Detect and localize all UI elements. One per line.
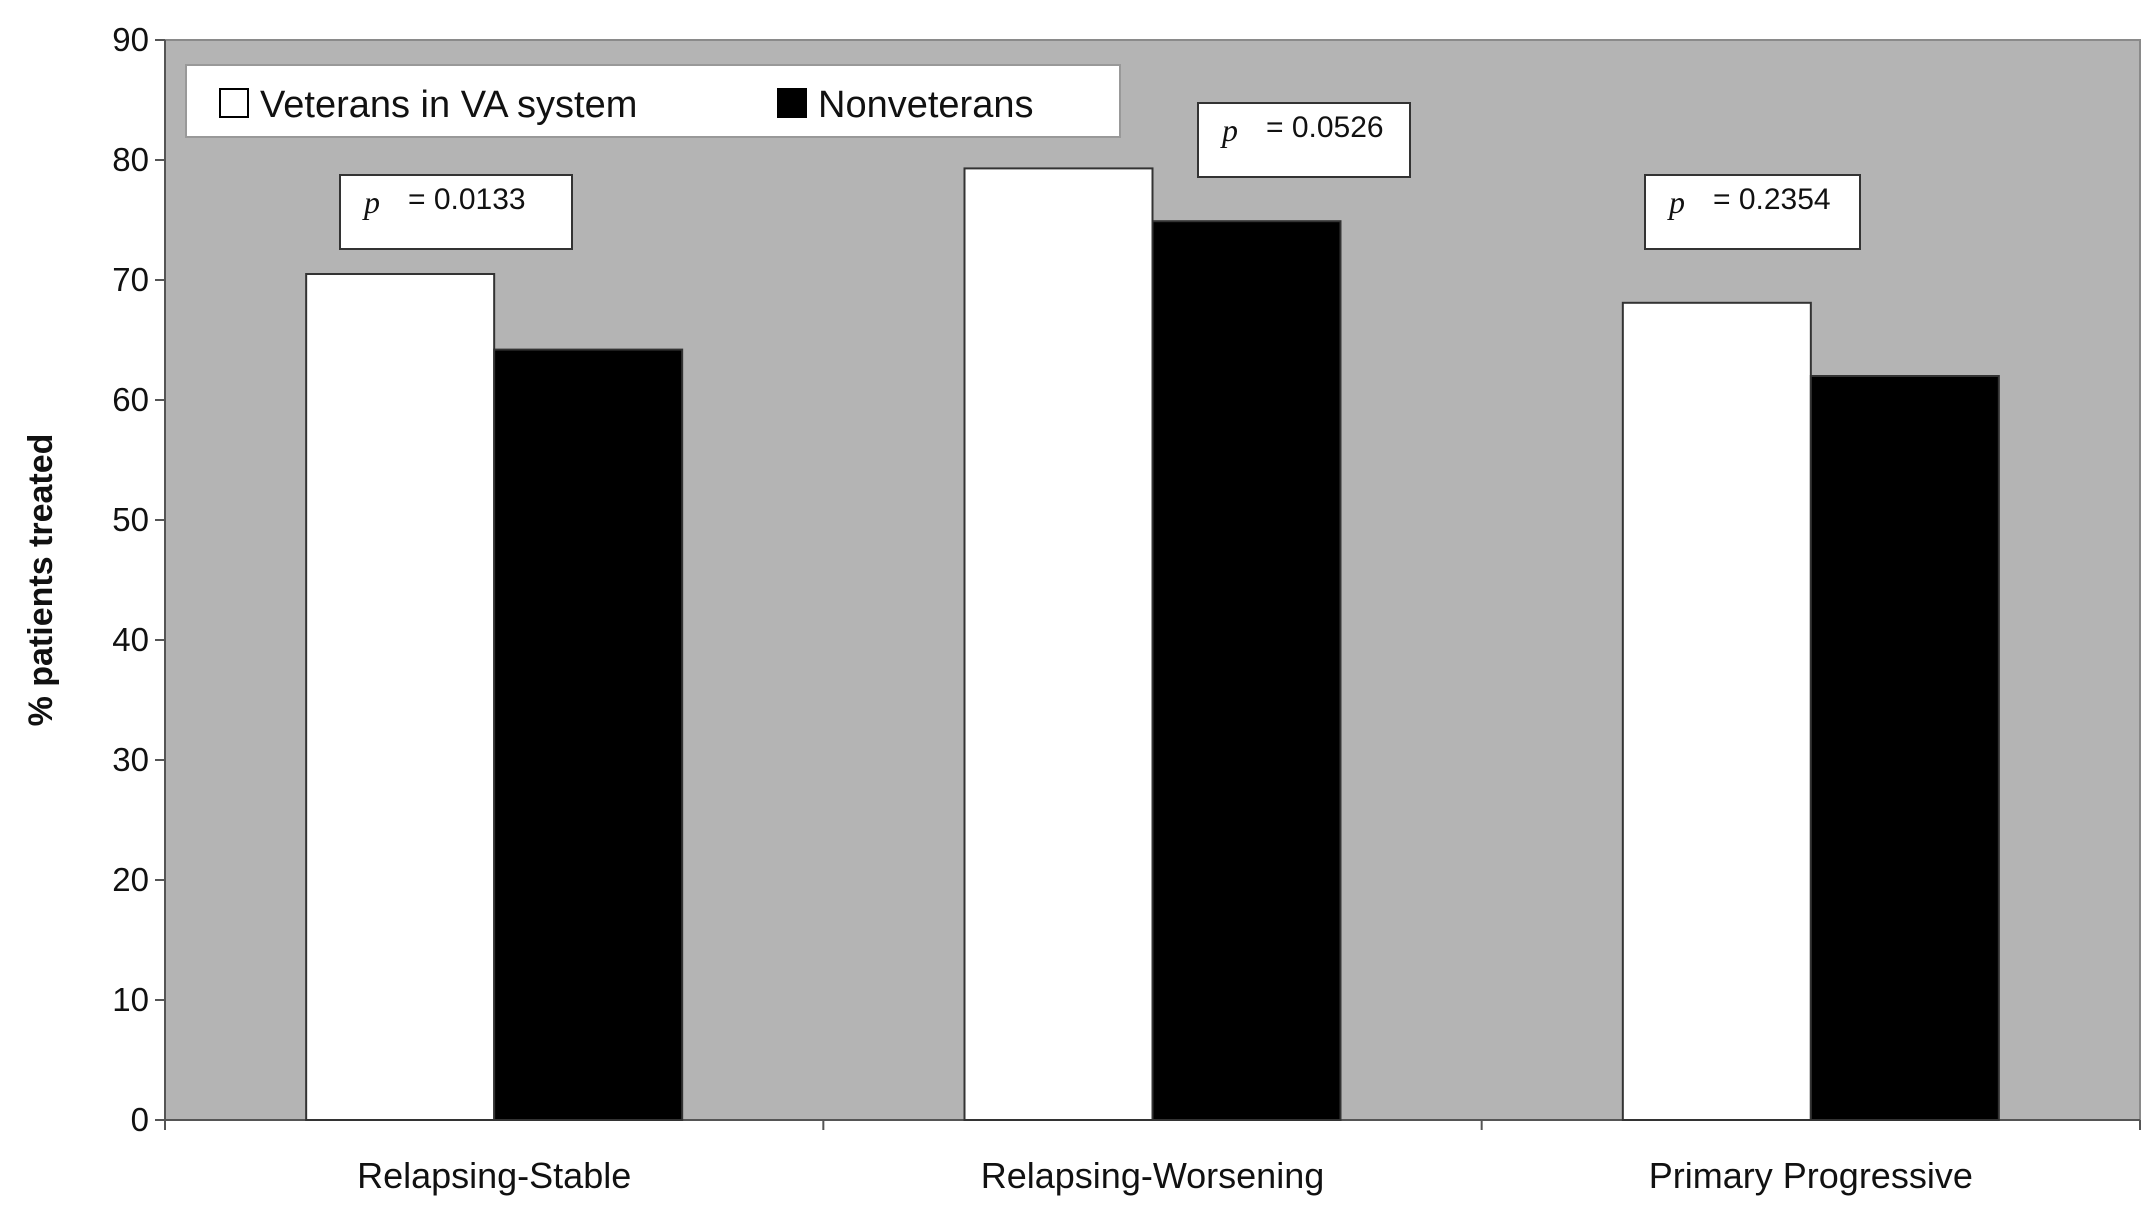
bar-nonveterans — [1809, 375, 2000, 1121]
y-tick-label: 30 — [112, 741, 149, 778]
p-value-label: = 0.0133 — [408, 183, 526, 216]
p-value-box-frame — [339, 174, 573, 250]
p-value-box: p = 0.0526 — [1197, 102, 1411, 178]
y-tick-label: 10 — [112, 981, 149, 1018]
bar-veterans — [305, 273, 496, 1121]
x-category-label: Relapsing-Stable — [357, 1155, 631, 1196]
p-value-label: = 0.2354 — [1713, 183, 1831, 216]
y-tick-label: 90 — [112, 21, 149, 58]
y-tick-label: 80 — [112, 141, 149, 178]
legend-label: Nonveterans — [818, 84, 1033, 126]
legend: Veterans in VA system Nonveterans — [185, 64, 1121, 138]
legend-swatch — [219, 88, 249, 118]
legend-swatch — [777, 88, 807, 118]
y-axis-title: % patients treated — [22, 434, 60, 727]
y-tick-label: 20 — [112, 861, 149, 898]
p-value-symbol: p — [1220, 112, 1238, 148]
y-tick-label: 40 — [112, 621, 149, 658]
bar-veterans — [1621, 301, 1812, 1121]
bars — [305, 167, 2000, 1122]
p-value-symbol: p — [362, 184, 380, 220]
y-tick-label: 0 — [131, 1101, 149, 1138]
x-category-label: Primary Progressive — [1649, 1155, 1973, 1196]
y-tick-label: 50 — [112, 501, 149, 538]
x-category-label: Relapsing-Worsening — [981, 1155, 1325, 1196]
y-tick-label: 60 — [112, 381, 149, 418]
legend-box — [185, 64, 1121, 138]
bar-veterans — [963, 167, 1154, 1121]
p-value-box-frame — [1644, 174, 1861, 250]
p-value-symbol: p — [1667, 184, 1685, 220]
p-value-box: p = 0.0133 — [339, 174, 573, 250]
p-value-label: = 0.0526 — [1266, 111, 1384, 144]
p-value-annotations: p = 0.0133 p = 0.0526 p = 0.2354 — [339, 102, 1861, 250]
y-tick-label: 70 — [112, 261, 149, 298]
legend-label: Veterans in VA system — [260, 84, 637, 126]
bar-nonveterans — [1151, 220, 1342, 1121]
bar-nonveterans — [493, 348, 684, 1122]
p-value-box-frame — [1197, 102, 1411, 178]
p-value-box: p = 0.2354 — [1644, 174, 1861, 250]
